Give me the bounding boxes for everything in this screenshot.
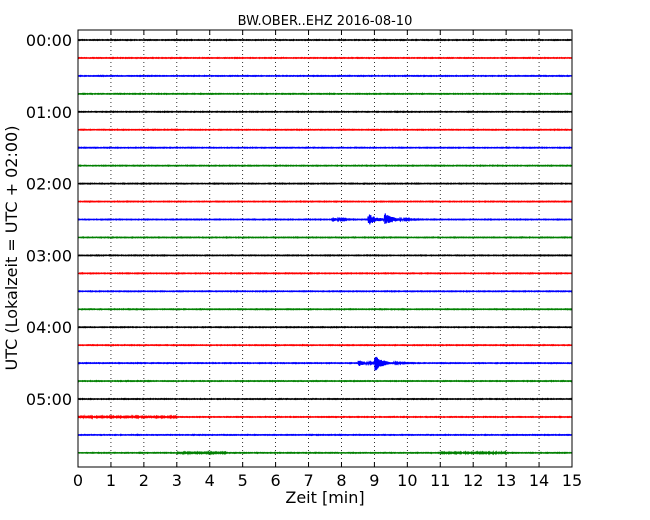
x-axis: 0 1 2 3 4 5 6 7 8 9 10 11 12 13 14 15 — [73, 30, 582, 490]
trace-line — [77, 397, 573, 401]
trace-line — [77, 199, 573, 204]
x-tick-label: 6 — [271, 471, 281, 490]
y-axis-label: UTC (Lokalzeit = UTC + 02:00) — [2, 126, 21, 371]
trace-line — [77, 38, 573, 42]
y-tick-label: 05:00 — [26, 390, 72, 409]
y-tick-label: 01:00 — [26, 103, 72, 122]
trace-line — [77, 356, 573, 371]
trace-line — [77, 449, 573, 456]
trace-line — [77, 271, 573, 276]
trace-line — [77, 289, 573, 293]
x-tick-label: 8 — [336, 471, 346, 490]
x-tick-label: 7 — [303, 471, 313, 490]
trace-line — [77, 146, 573, 150]
x-tick-label: 1 — [106, 471, 116, 490]
x-tick-label: 3 — [172, 471, 182, 490]
y-tick-label: 02:00 — [26, 175, 72, 194]
trace-line — [77, 56, 573, 60]
y-tick-label: 00:00 — [26, 31, 72, 50]
trace-line — [77, 182, 573, 186]
trace-line — [77, 379, 573, 383]
x-tick-label: 11 — [430, 471, 450, 490]
trace-line — [77, 74, 573, 78]
y-axis: 00:00 01:00 02:00 03:00 04:00 05:00 — [26, 31, 572, 409]
trace-line — [77, 307, 573, 311]
chart-title: BW.OBER..EHZ 2016-08-10 — [238, 14, 413, 29]
trace-line — [77, 92, 573, 96]
plot-frame — [77, 29, 573, 468]
x-tick-label: 14 — [529, 471, 549, 490]
x-axis-label: Zeit [min] — [285, 488, 364, 507]
grid-lines — [110, 30, 540, 467]
x-tick-label: 0 — [73, 471, 83, 490]
trace-line — [77, 253, 573, 257]
x-tick-label: 13 — [496, 471, 516, 490]
trace-line — [77, 213, 573, 225]
trace-line — [77, 163, 573, 168]
x-tick-label: 5 — [238, 471, 248, 490]
x-tick-label: 12 — [463, 471, 483, 490]
y-tick-label: 04:00 — [26, 318, 72, 337]
trace-line — [77, 414, 573, 420]
x-tick-label: 15 — [562, 471, 582, 490]
trace-lines — [77, 38, 573, 456]
trace-line — [77, 343, 573, 347]
trace-line — [77, 110, 573, 114]
y-tick-label: 03:00 — [26, 246, 72, 265]
x-tick-label: 10 — [397, 471, 417, 490]
x-tick-label: 4 — [205, 471, 215, 490]
trace-line — [77, 128, 573, 132]
trace-line — [77, 325, 573, 329]
x-tick-label: 2 — [139, 471, 149, 490]
trace-line — [77, 235, 573, 240]
x-tick-label: 9 — [369, 471, 379, 490]
trace-line — [77, 433, 573, 437]
